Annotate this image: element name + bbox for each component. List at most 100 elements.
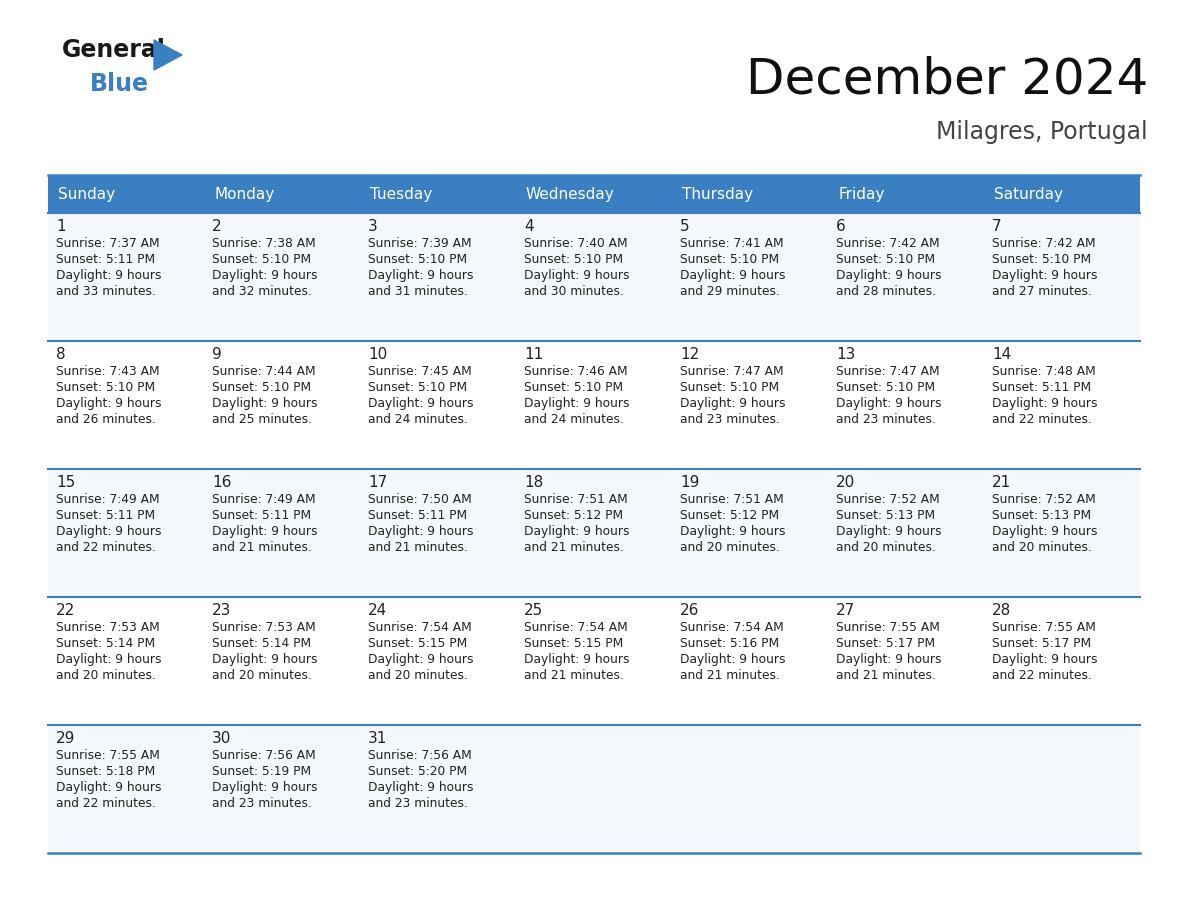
Text: Sunset: 5:10 PM: Sunset: 5:10 PM (368, 253, 467, 266)
Bar (48, 341, 1140, 469)
Text: Daylight: 9 hours: Daylight: 9 hours (992, 269, 1098, 282)
Text: Daylight: 9 hours: Daylight: 9 hours (992, 653, 1098, 666)
Text: 19: 19 (680, 475, 700, 490)
Text: Sunset: 5:10 PM: Sunset: 5:10 PM (524, 253, 624, 266)
Text: Sunset: 5:15 PM: Sunset: 5:15 PM (524, 637, 624, 650)
Text: Sunset: 5:10 PM: Sunset: 5:10 PM (680, 381, 779, 394)
Text: Sunrise: 7:37 AM: Sunrise: 7:37 AM (56, 237, 159, 250)
Text: 29: 29 (56, 731, 75, 746)
Text: Sunset: 5:20 PM: Sunset: 5:20 PM (368, 765, 467, 778)
Text: Sunrise: 7:54 AM: Sunrise: 7:54 AM (524, 621, 627, 634)
Text: Daylight: 9 hours: Daylight: 9 hours (368, 781, 474, 794)
Text: Sunrise: 7:51 AM: Sunrise: 7:51 AM (680, 493, 784, 506)
Text: Daylight: 9 hours: Daylight: 9 hours (836, 397, 942, 410)
Text: 7: 7 (992, 219, 1001, 234)
Text: Sunset: 5:14 PM: Sunset: 5:14 PM (56, 637, 156, 650)
Text: and 24 minutes.: and 24 minutes. (368, 413, 468, 426)
Text: 21: 21 (992, 475, 1011, 490)
Text: Daylight: 9 hours: Daylight: 9 hours (524, 269, 630, 282)
Text: Sunset: 5:10 PM: Sunset: 5:10 PM (836, 381, 935, 394)
Bar (48, 469, 1140, 597)
Text: December 2024: December 2024 (746, 55, 1148, 103)
Text: Daylight: 9 hours: Daylight: 9 hours (992, 525, 1098, 538)
Text: 11: 11 (524, 347, 543, 362)
Text: Sunrise: 7:52 AM: Sunrise: 7:52 AM (992, 493, 1095, 506)
Text: Daylight: 9 hours: Daylight: 9 hours (680, 653, 785, 666)
Text: Daylight: 9 hours: Daylight: 9 hours (56, 653, 162, 666)
Text: 27: 27 (836, 603, 855, 618)
Text: 9: 9 (211, 347, 222, 362)
Text: Daylight: 9 hours: Daylight: 9 hours (680, 397, 785, 410)
Text: 25: 25 (524, 603, 543, 618)
Text: 23: 23 (211, 603, 232, 618)
Text: and 22 minutes.: and 22 minutes. (56, 797, 156, 810)
Text: Sunrise: 7:50 AM: Sunrise: 7:50 AM (368, 493, 472, 506)
Text: Sunrise: 7:55 AM: Sunrise: 7:55 AM (992, 621, 1095, 634)
Text: Sunrise: 7:47 AM: Sunrise: 7:47 AM (680, 365, 784, 378)
Text: Daylight: 9 hours: Daylight: 9 hours (524, 653, 630, 666)
Text: 10: 10 (368, 347, 387, 362)
Text: 2: 2 (211, 219, 222, 234)
Polygon shape (154, 40, 182, 70)
Bar (48, 213, 1140, 341)
Text: and 20 minutes.: and 20 minutes. (836, 541, 936, 554)
Text: Sunrise: 7:55 AM: Sunrise: 7:55 AM (56, 749, 160, 762)
Text: and 29 minutes.: and 29 minutes. (680, 285, 779, 298)
Text: Tuesday: Tuesday (369, 186, 432, 201)
Text: Sunset: 5:10 PM: Sunset: 5:10 PM (211, 253, 311, 266)
Text: Sunset: 5:10 PM: Sunset: 5:10 PM (56, 381, 156, 394)
Text: and 23 minutes.: and 23 minutes. (836, 413, 936, 426)
Text: and 23 minutes.: and 23 minutes. (211, 797, 312, 810)
Text: Daylight: 9 hours: Daylight: 9 hours (368, 653, 474, 666)
Text: Sunset: 5:15 PM: Sunset: 5:15 PM (368, 637, 467, 650)
Text: Sunrise: 7:46 AM: Sunrise: 7:46 AM (524, 365, 627, 378)
Text: Sunrise: 7:49 AM: Sunrise: 7:49 AM (56, 493, 159, 506)
Text: 15: 15 (56, 475, 75, 490)
Text: 4: 4 (524, 219, 533, 234)
Text: Sunset: 5:11 PM: Sunset: 5:11 PM (56, 253, 156, 266)
Text: Sunrise: 7:55 AM: Sunrise: 7:55 AM (836, 621, 940, 634)
Text: Monday: Monday (214, 186, 274, 201)
Text: Sunrise: 7:40 AM: Sunrise: 7:40 AM (524, 237, 627, 250)
Text: Saturday: Saturday (994, 186, 1063, 201)
Text: Daylight: 9 hours: Daylight: 9 hours (680, 525, 785, 538)
Text: and 21 minutes.: and 21 minutes. (836, 669, 936, 682)
Text: General: General (62, 38, 166, 62)
Text: Sunset: 5:10 PM: Sunset: 5:10 PM (680, 253, 779, 266)
Text: Milagres, Portugal: Milagres, Portugal (936, 120, 1148, 144)
Text: and 20 minutes.: and 20 minutes. (211, 669, 312, 682)
Text: Sunrise: 7:54 AM: Sunrise: 7:54 AM (368, 621, 472, 634)
Text: Daylight: 9 hours: Daylight: 9 hours (992, 397, 1098, 410)
Text: and 27 minutes.: and 27 minutes. (992, 285, 1092, 298)
Text: 12: 12 (680, 347, 700, 362)
Text: Daylight: 9 hours: Daylight: 9 hours (56, 781, 162, 794)
Text: and 20 minutes.: and 20 minutes. (368, 669, 468, 682)
Text: Thursday: Thursday (682, 186, 753, 201)
Text: Sunrise: 7:43 AM: Sunrise: 7:43 AM (56, 365, 159, 378)
Text: Daylight: 9 hours: Daylight: 9 hours (211, 781, 317, 794)
Text: Sunrise: 7:39 AM: Sunrise: 7:39 AM (368, 237, 472, 250)
Text: 1: 1 (56, 219, 65, 234)
Text: Daylight: 9 hours: Daylight: 9 hours (56, 269, 162, 282)
Text: Daylight: 9 hours: Daylight: 9 hours (368, 269, 474, 282)
Bar (48, 597, 1140, 725)
Text: and 23 minutes.: and 23 minutes. (368, 797, 468, 810)
Text: Daylight: 9 hours: Daylight: 9 hours (680, 269, 785, 282)
Text: Sunrise: 7:56 AM: Sunrise: 7:56 AM (211, 749, 316, 762)
Text: Sunset: 5:19 PM: Sunset: 5:19 PM (211, 765, 311, 778)
Text: and 21 minutes.: and 21 minutes. (524, 669, 624, 682)
Text: and 22 minutes.: and 22 minutes. (992, 413, 1092, 426)
Bar (48, 175, 1140, 213)
Text: Sunrise: 7:47 AM: Sunrise: 7:47 AM (836, 365, 940, 378)
Text: Daylight: 9 hours: Daylight: 9 hours (56, 525, 162, 538)
Text: 31: 31 (368, 731, 387, 746)
Text: Daylight: 9 hours: Daylight: 9 hours (211, 397, 317, 410)
Text: Daylight: 9 hours: Daylight: 9 hours (836, 269, 942, 282)
Text: and 24 minutes.: and 24 minutes. (524, 413, 624, 426)
Text: Sunset: 5:11 PM: Sunset: 5:11 PM (56, 509, 156, 522)
Text: and 22 minutes.: and 22 minutes. (992, 669, 1092, 682)
Bar (48, 725, 1140, 853)
Text: 6: 6 (836, 219, 846, 234)
Text: Sunrise: 7:53 AM: Sunrise: 7:53 AM (211, 621, 316, 634)
Text: Sunset: 5:11 PM: Sunset: 5:11 PM (368, 509, 467, 522)
